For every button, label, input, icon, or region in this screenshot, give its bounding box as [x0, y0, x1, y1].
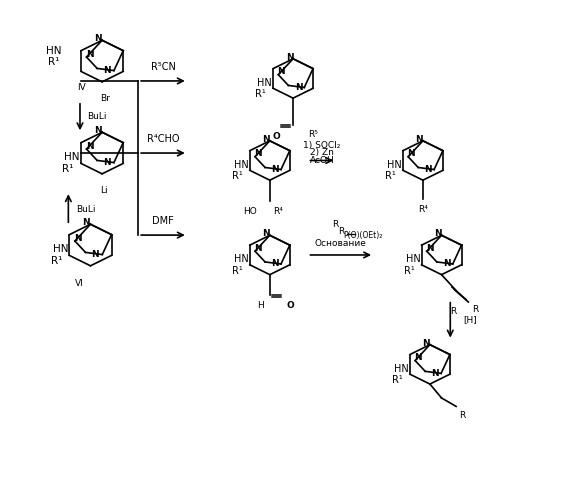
Text: R: R	[472, 306, 478, 314]
Text: R⁵CN: R⁵CN	[150, 62, 176, 72]
Text: N: N	[85, 142, 93, 150]
Text: R: R	[332, 220, 338, 229]
Text: O: O	[273, 132, 281, 141]
Text: IV: IV	[77, 83, 86, 92]
Text: P(O)(OEt)₂: P(O)(OEt)₂	[343, 231, 383, 240]
Text: R¹: R¹	[404, 266, 415, 276]
Text: N: N	[94, 34, 102, 43]
Text: R: R	[450, 308, 456, 316]
Text: N: N	[85, 50, 93, 58]
Text: 1) SOCl₂: 1) SOCl₂	[303, 140, 340, 149]
Text: AcOH: AcOH	[309, 156, 334, 166]
Text: R: R	[459, 412, 465, 420]
Text: HN: HN	[53, 244, 68, 254]
Text: N: N	[286, 53, 294, 62]
Text: N: N	[94, 126, 102, 136]
Text: Br: Br	[100, 94, 110, 104]
Text: H: H	[257, 301, 264, 310]
Text: N: N	[103, 66, 111, 75]
Text: N: N	[415, 135, 423, 144]
Text: DMF: DMF	[152, 216, 174, 226]
Text: HN: HN	[257, 78, 272, 88]
Text: N: N	[254, 149, 261, 158]
Text: O: O	[286, 300, 294, 310]
Text: R⁴CHO: R⁴CHO	[147, 134, 179, 144]
Text: R¹: R¹	[393, 376, 403, 386]
Text: R¹: R¹	[232, 266, 243, 276]
Text: R⁵: R⁵	[308, 130, 318, 140]
Text: R¹: R¹	[232, 172, 243, 181]
Text: BuLi: BuLi	[88, 112, 107, 121]
Text: N: N	[271, 165, 279, 174]
Text: N: N	[425, 165, 432, 174]
Text: Основание: Основание	[315, 238, 367, 248]
Text: R⁴: R⁴	[273, 207, 283, 216]
Text: N: N	[271, 260, 279, 268]
Text: HN: HN	[394, 364, 409, 374]
Text: HN: HN	[46, 46, 61, 56]
Text: N: N	[91, 250, 99, 259]
Text: N: N	[434, 230, 442, 238]
Text: N: N	[277, 67, 285, 76]
Text: R⁴: R⁴	[418, 205, 428, 214]
Text: N: N	[414, 353, 422, 362]
Text: N: N	[295, 83, 302, 92]
Text: N: N	[254, 244, 261, 252]
Text: Li: Li	[100, 186, 108, 196]
Text: HN: HN	[406, 254, 421, 264]
Text: HN: HN	[234, 160, 249, 170]
Text: R¹: R¹	[48, 57, 60, 67]
Text: N: N	[422, 338, 430, 347]
Text: N: N	[407, 149, 415, 158]
Text: R¹: R¹	[63, 164, 74, 174]
Text: HN: HN	[234, 254, 249, 264]
Text: HO: HO	[243, 207, 257, 216]
Text: N: N	[103, 158, 111, 167]
Text: R¹: R¹	[51, 256, 62, 266]
Text: N: N	[443, 260, 451, 268]
Text: HN: HN	[387, 160, 402, 170]
Text: R¹: R¹	[386, 172, 396, 181]
Text: R¹: R¹	[256, 90, 266, 100]
Text: VI: VI	[75, 279, 84, 288]
Text: R: R	[338, 227, 344, 236]
Text: N: N	[432, 369, 439, 378]
Text: 2) Zn: 2) Zn	[310, 148, 334, 157]
Text: N: N	[263, 135, 270, 144]
Text: N: N	[426, 244, 433, 252]
Text: HN: HN	[64, 152, 80, 162]
Text: BuLi: BuLi	[76, 204, 95, 214]
Text: N: N	[74, 234, 82, 242]
Text: N: N	[263, 230, 270, 238]
Text: [H]: [H]	[464, 316, 477, 324]
Text: N: N	[82, 218, 90, 228]
